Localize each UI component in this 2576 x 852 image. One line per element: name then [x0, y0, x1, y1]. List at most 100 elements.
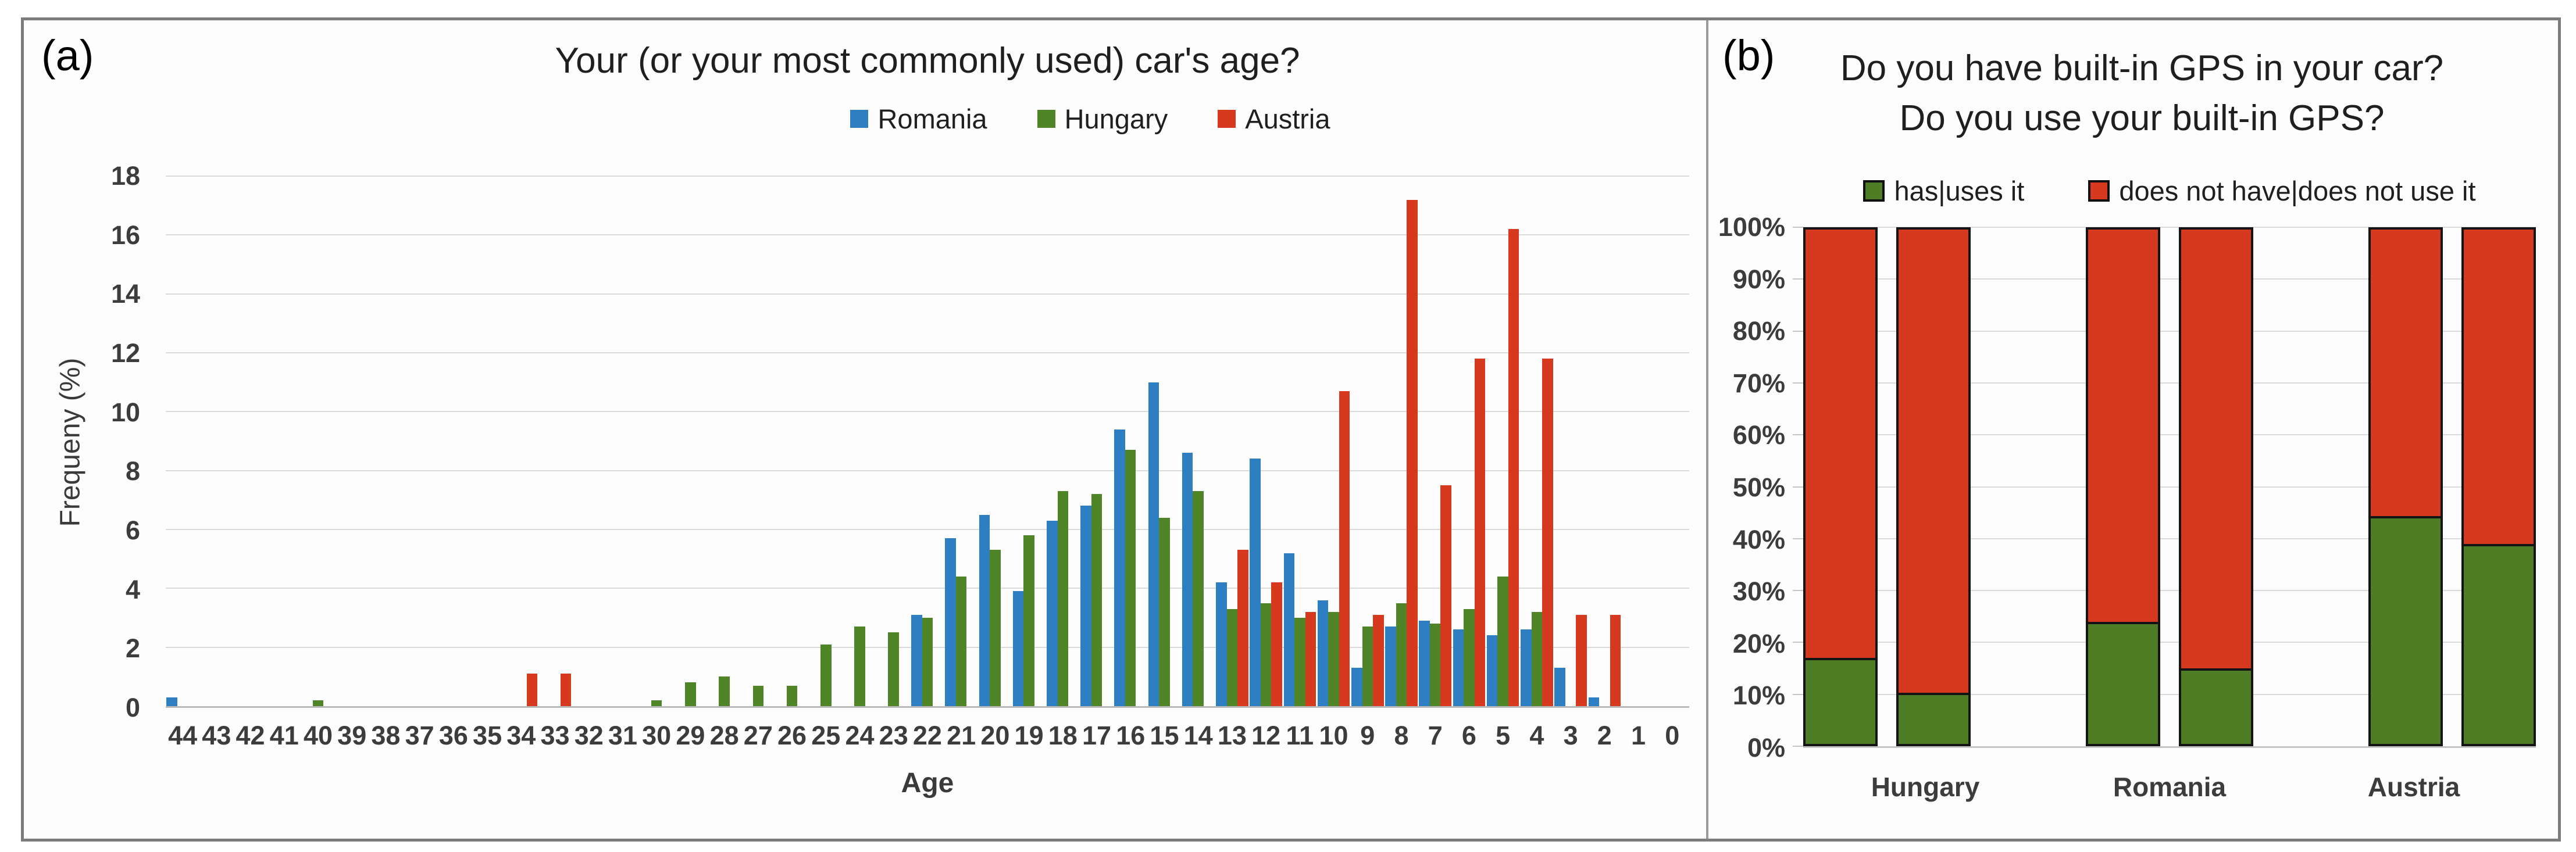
stacked-bar-romania-2	[2179, 227, 2253, 746]
bar-hungary-age-9	[1362, 627, 1373, 706]
legend-item-has-uses-it: has|uses it	[1863, 175, 2024, 207]
bar-hungary-age-25	[820, 644, 832, 706]
segment-does-not-have-romania-1	[2086, 227, 2160, 622]
y-tick-mark-90	[1793, 278, 1803, 280]
y-tick-mark-100	[1793, 227, 1803, 228]
bar-romania-age-4	[1521, 629, 1532, 706]
age-group-40	[301, 176, 335, 706]
x-tick-label-23: 23	[879, 721, 908, 750]
bar-austria-age-2	[1610, 614, 1621, 706]
age-group-39	[335, 176, 369, 706]
bar-romania-age-8	[1385, 627, 1396, 706]
bar-romania-age-14	[1182, 453, 1193, 706]
gridline-30	[1803, 590, 2536, 592]
gridline-40	[1803, 538, 2536, 539]
legend-label-austria: Austria	[1245, 103, 1330, 134]
x-tick-label-29: 29	[676, 721, 705, 750]
age-group-0	[1656, 176, 1689, 706]
bar-hungary-age-26	[786, 685, 798, 706]
x-tick-label-41: 41	[269, 721, 299, 750]
bar-austria-age-34	[526, 674, 538, 706]
y-tick-label-4: 4	[125, 574, 140, 604]
bar-hungary-age-5	[1497, 577, 1508, 706]
age-group-7	[1418, 176, 1452, 706]
age-group-13	[1215, 176, 1249, 706]
age-group-3	[1554, 176, 1587, 706]
age-group-17	[1080, 176, 1114, 706]
figure-frame: (a) Your (or your most commonly used) ca…	[21, 17, 2561, 842]
bar-austria-age-12	[1271, 582, 1282, 706]
x-tick-label-9: 9	[1360, 721, 1375, 750]
age-group-28	[708, 176, 741, 706]
legend-label-has-uses-it: has|uses it	[1894, 176, 2025, 206]
stacked-bar-groups	[1803, 227, 2536, 746]
panel-a-car-age-chart: (a) Your (or your most commonly used) ca…	[24, 20, 1708, 839]
x-tick-label-19: 19	[1014, 721, 1044, 750]
stacked-bar-austria-2	[2461, 227, 2536, 746]
age-group-4	[1520, 176, 1554, 706]
x-tick-label-32: 32	[574, 721, 604, 750]
bar-hungary-age-17	[1091, 494, 1103, 706]
y-tick-label-8: 8	[125, 456, 140, 486]
gridline-4	[166, 588, 1689, 589]
y-tick-mark-20	[1793, 642, 1803, 643]
bar-romania-age-5	[1486, 635, 1498, 706]
bar-hungary-age-30	[651, 700, 662, 706]
age-group-6	[1452, 176, 1486, 706]
y-tick-mark-50	[1793, 486, 1803, 488]
y-tick-label-14: 14	[110, 279, 140, 309]
age-group-12	[1249, 176, 1283, 706]
legend-swatch-does-not-have-does-not-use-it	[2088, 180, 2110, 202]
bar-hungary-age-15	[1159, 517, 1170, 706]
category-label-hungary: Hungary	[1871, 772, 1980, 802]
x-tick-label-15: 15	[1150, 721, 1179, 750]
bar-romania-age-16	[1114, 429, 1125, 706]
age-group-18	[1046, 176, 1080, 706]
y-tick-mark-0	[1793, 746, 1803, 747]
segment-does-not-have-romania-2	[2179, 227, 2253, 669]
y-tick-mark-40	[1793, 538, 1803, 539]
x-tick-label-44: 44	[168, 721, 198, 750]
gridline-18	[166, 176, 1689, 177]
panel-b-title-line-2: Do you use your built-in GPS?	[1899, 98, 2385, 138]
bar-hungary-age-19	[1023, 535, 1034, 706]
bar-romania-age-9	[1351, 668, 1362, 706]
y-tick-label-30: 30%	[1732, 577, 1785, 607]
stacked-bar-hungary-1	[1803, 227, 1878, 746]
age-group-5	[1486, 176, 1520, 706]
panel-b-category-labels: Hungary Romania Austria	[1803, 771, 2536, 803]
y-tick-label-6: 6	[125, 516, 140, 546]
panel-a-plot-area	[166, 176, 1689, 708]
panel-b-y-tick-labels: 0% 10% 20% 30% 40% 50% 60% 70% 80% 90% 100%	[1708, 212, 1785, 762]
x-tick-label-12: 12	[1251, 721, 1281, 750]
gridline-50	[1803, 486, 2536, 488]
x-tick-label-26: 26	[777, 721, 807, 750]
panel-b-plot-area	[1793, 227, 2536, 748]
age-group-2	[1587, 176, 1621, 706]
age-group-8	[1385, 176, 1418, 706]
gridline-8	[166, 470, 1689, 471]
x-tick-label-25: 25	[811, 721, 841, 750]
y-tick-label-16: 16	[110, 220, 140, 250]
age-group-23	[877, 176, 911, 706]
segment-has-uses-hungary-1	[1803, 658, 1878, 746]
x-tick-label-18: 18	[1048, 721, 1078, 750]
legend-item-austria: Austria	[1218, 103, 1330, 135]
bar-hungary-age-8	[1396, 603, 1407, 706]
panel-a-label: (a)	[41, 31, 94, 80]
bar-austria-age-13	[1237, 550, 1248, 706]
segment-does-not-have-austria-1	[2368, 227, 2443, 517]
y-tick-label-100: 100%	[1718, 212, 1785, 242]
y-tick-mark-10	[1793, 693, 1803, 695]
x-tick-label-39: 39	[337, 721, 367, 750]
bar-hungary-age-11	[1294, 618, 1305, 706]
y-tick-mark-70	[1793, 382, 1803, 384]
bar-hungary-age-40	[312, 700, 324, 706]
segment-has-uses-romania-1	[2086, 621, 2160, 746]
bar-austria-age-6	[1474, 359, 1486, 706]
x-tick-label-4: 4	[1529, 721, 1544, 750]
x-tick-label-10: 10	[1319, 721, 1348, 750]
bar-romania-age-10	[1317, 600, 1329, 706]
legend-swatch-has-uses-it	[1863, 180, 1885, 202]
bar-hungary-age-22	[922, 618, 933, 706]
